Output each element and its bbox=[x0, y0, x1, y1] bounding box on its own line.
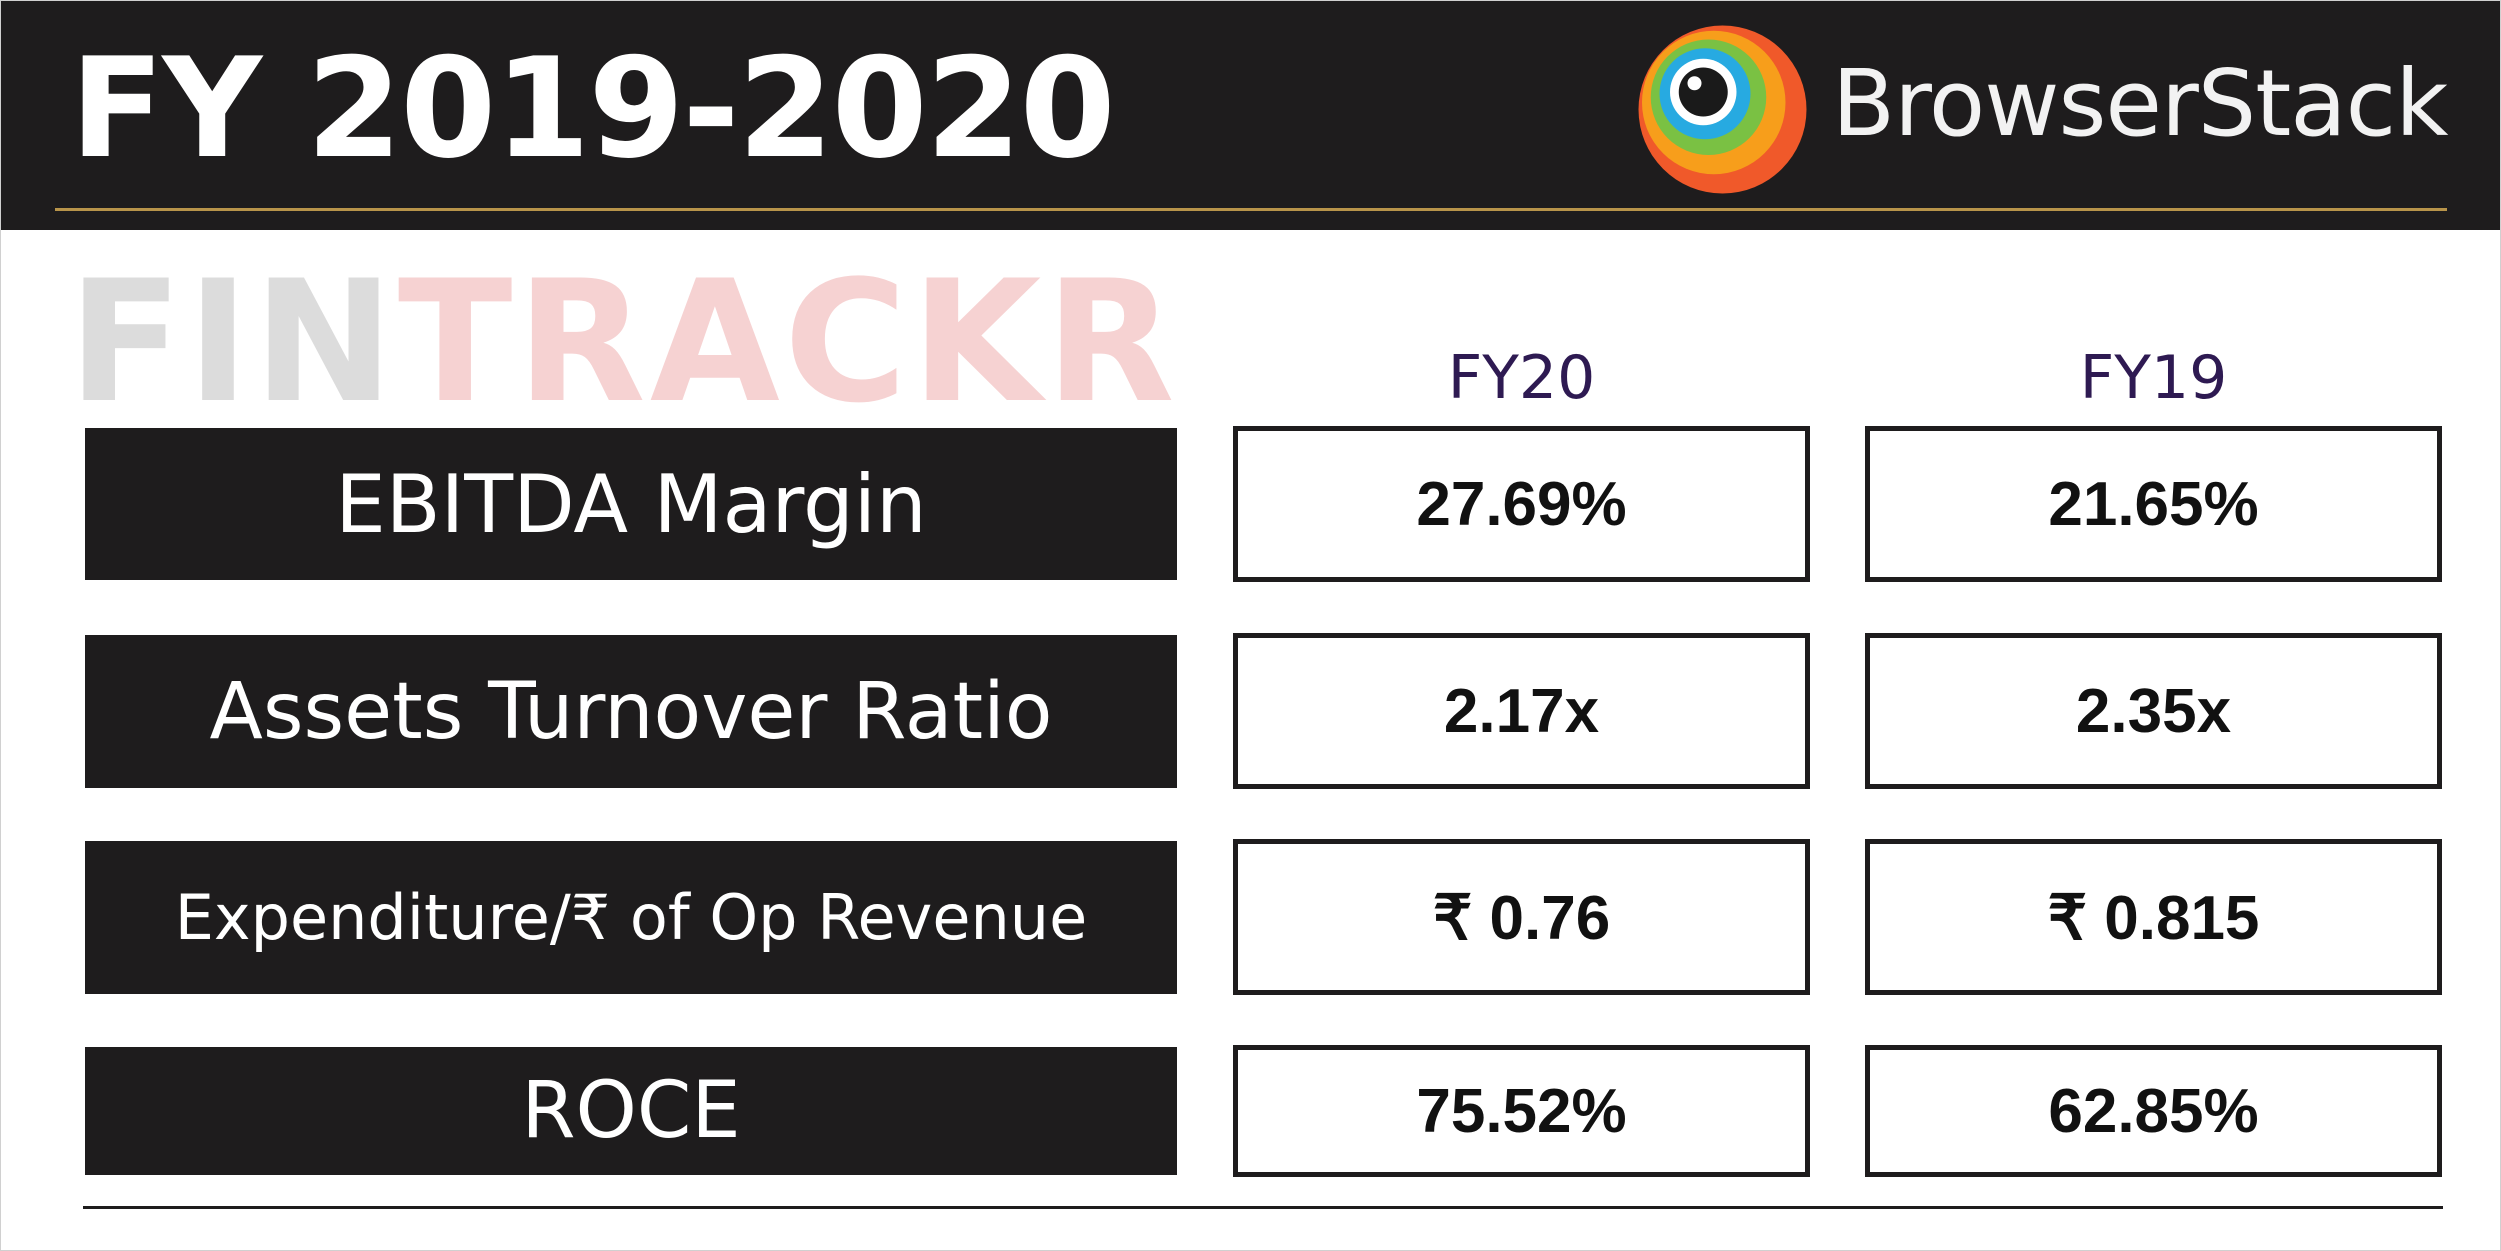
fintrackr-watermark: FINTRACKR bbox=[68, 258, 1179, 426]
value-ebitda-fy20: 27.69% bbox=[1233, 426, 1810, 582]
row-label-expenditure-per-rupee: Expenditure/₹ of Op Revenue bbox=[85, 841, 1177, 994]
row-label-roce: ROCE bbox=[85, 1047, 1177, 1175]
column-header-fy19: FY19 bbox=[2079, 343, 2228, 413]
column-header-fy20: FY20 bbox=[1447, 343, 1596, 413]
watermark-fin: FIN bbox=[68, 244, 398, 440]
header-bar: FY 2019-2020 BrowserStack bbox=[0, 0, 2501, 230]
value-ebitda-fy19: 21.65% bbox=[1865, 426, 2442, 582]
page-title: FY 2019-2020 bbox=[70, 28, 1116, 189]
value-roce-fy19: 62.85% bbox=[1865, 1045, 2442, 1177]
value-assets-turnover-fy20: 2.17x bbox=[1233, 633, 1810, 789]
brand-name: BrowserStack bbox=[1832, 50, 2449, 157]
row-label-ebitda-margin: EBITDA Margin bbox=[85, 428, 1177, 580]
browserstack-eye-logo-icon bbox=[1638, 25, 1807, 194]
footer-divider bbox=[83, 1206, 2443, 1209]
value-expenditure-fy20: ₹ 0.76 bbox=[1233, 839, 1810, 995]
watermark-trackr: TRACKR bbox=[397, 244, 1179, 440]
row-label-assets-turnover: Assets Turnover Ratio bbox=[85, 635, 1177, 788]
value-expenditure-fy19: ₹ 0.815 bbox=[1865, 839, 2442, 995]
value-roce-fy20: 75.52% bbox=[1233, 1045, 1810, 1177]
header-divider bbox=[55, 208, 2447, 211]
value-assets-turnover-fy19: 2.35x bbox=[1865, 633, 2442, 789]
